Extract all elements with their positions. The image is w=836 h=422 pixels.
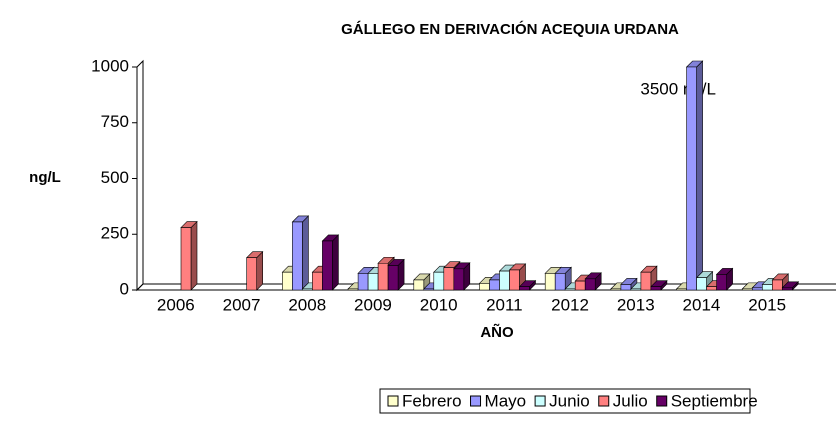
legend-swatch xyxy=(387,395,399,407)
bar-face xyxy=(312,271,323,291)
bar-face xyxy=(347,288,359,291)
bar-face xyxy=(554,272,566,291)
bar xyxy=(453,262,471,291)
bar xyxy=(640,265,658,291)
chart-title: GÁLLEGO EN DERIVACIÓN ACEQUIA URDANA xyxy=(341,20,679,38)
x-tick-label: 2014 xyxy=(683,295,721,314)
bar-face xyxy=(762,284,773,291)
annotation: 3500 ng/L xyxy=(640,79,716,98)
bar-face xyxy=(650,286,662,291)
bar-face xyxy=(423,288,435,291)
x-tick-label: 2009 xyxy=(354,295,392,314)
bar-face xyxy=(544,272,556,291)
axis-wall xyxy=(136,59,144,292)
bar-face xyxy=(357,272,369,291)
bar xyxy=(321,234,340,291)
x-tick-label: 2012 xyxy=(551,295,589,314)
legend-swatch xyxy=(656,395,668,407)
bar xyxy=(180,220,198,291)
legend-label: Febrero xyxy=(402,391,462,410)
y-tick-label: 500 xyxy=(101,168,129,187)
x-tick-label: 2006 xyxy=(157,295,195,314)
bar xyxy=(781,281,800,291)
bar-face xyxy=(610,288,622,291)
bar-face xyxy=(256,250,263,291)
bar xyxy=(584,272,602,291)
bar xyxy=(413,273,431,291)
bar-face xyxy=(367,272,379,291)
y-tick-label: 0 xyxy=(120,279,129,298)
x-tick-label: 2007 xyxy=(223,295,261,314)
bar xyxy=(620,277,638,291)
bar-face xyxy=(302,288,313,291)
bar-face xyxy=(443,267,455,291)
bar-face xyxy=(630,288,642,291)
bar-face xyxy=(620,284,632,291)
x-tick-label: 2015 xyxy=(748,295,786,314)
bar-face xyxy=(453,268,465,291)
legend-label: Septiembre xyxy=(671,391,758,410)
y-tick-label: 750 xyxy=(101,112,129,131)
bar-face xyxy=(332,234,339,291)
bar-face xyxy=(686,66,697,291)
legend-swatch xyxy=(470,395,482,407)
bar-face xyxy=(584,278,596,291)
bar xyxy=(508,263,527,291)
bar-face xyxy=(282,271,293,291)
x-axis-label: AÑO xyxy=(480,323,514,341)
bar-face xyxy=(246,257,257,291)
bar-face xyxy=(322,240,333,291)
bar-face xyxy=(772,279,783,291)
bar-face xyxy=(676,288,687,291)
bar-face xyxy=(752,287,763,291)
x-tick-label: 2013 xyxy=(617,295,655,314)
x-tick-label: 2010 xyxy=(420,295,458,314)
bar-face xyxy=(387,265,399,291)
bar-face xyxy=(499,270,510,291)
bar-face xyxy=(574,280,586,291)
bar-face xyxy=(413,279,425,291)
legend-label: Junio xyxy=(549,391,590,410)
y-axis-label: ng/L xyxy=(29,169,61,186)
bar-face xyxy=(742,288,753,291)
bar-face xyxy=(302,215,309,291)
bar-face xyxy=(190,220,198,291)
bar-face xyxy=(433,271,445,291)
bar xyxy=(245,250,264,291)
legend-swatch xyxy=(534,395,546,407)
legend-label: Mayo xyxy=(485,391,527,410)
bar xyxy=(685,60,704,291)
bar-face xyxy=(696,60,703,291)
y-tick-label: 250 xyxy=(101,224,129,243)
bar xyxy=(715,267,734,291)
bar xyxy=(650,279,668,291)
x-tick-label: 2011 xyxy=(486,295,523,314)
bar-face xyxy=(377,262,389,291)
x-tick-label: 2008 xyxy=(288,295,326,314)
bar-face xyxy=(564,288,576,291)
bar-face xyxy=(489,279,500,291)
y-tick-label: 1000 xyxy=(91,56,129,75)
bar xyxy=(291,215,310,291)
legend-swatch xyxy=(598,395,610,407)
bar-face xyxy=(706,286,717,291)
bar-face xyxy=(782,287,793,291)
bar xyxy=(518,279,537,291)
bar-face xyxy=(292,221,303,291)
bar-face xyxy=(180,227,192,291)
legend-label: Julio xyxy=(613,391,648,410)
bar xyxy=(387,258,405,291)
bar-face xyxy=(479,283,490,291)
bar-face xyxy=(716,274,727,291)
bar-face xyxy=(519,286,530,291)
legend-box xyxy=(379,388,751,414)
bar-face xyxy=(509,269,520,291)
bar-face xyxy=(696,277,707,291)
bar-face xyxy=(640,271,652,291)
